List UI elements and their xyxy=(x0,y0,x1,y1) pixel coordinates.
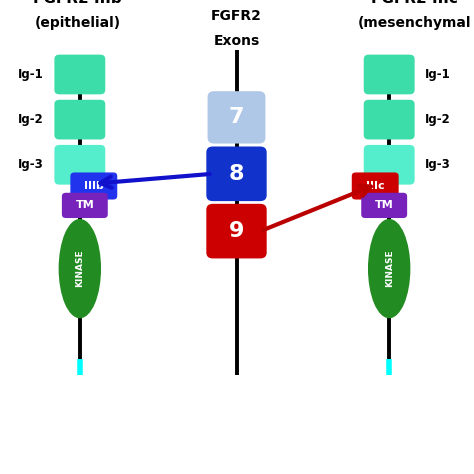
Ellipse shape xyxy=(59,219,101,318)
Text: 9: 9 xyxy=(229,221,244,241)
Text: KINASE: KINASE xyxy=(385,250,394,287)
FancyBboxPatch shape xyxy=(206,204,267,258)
Text: TM: TM xyxy=(75,201,94,210)
Text: FGFR2: FGFR2 xyxy=(211,9,262,23)
Ellipse shape xyxy=(368,219,410,318)
Text: Exons: Exons xyxy=(213,34,260,48)
Text: (epithelial): (epithelial) xyxy=(34,16,120,30)
FancyBboxPatch shape xyxy=(55,145,105,185)
Text: Ig-2: Ig-2 xyxy=(425,113,451,126)
Text: KINASE: KINASE xyxy=(75,250,84,287)
Text: Ig-3: Ig-3 xyxy=(18,158,44,171)
Text: Ig-3: Ig-3 xyxy=(425,158,451,171)
FancyBboxPatch shape xyxy=(352,173,399,200)
FancyBboxPatch shape xyxy=(364,100,415,139)
FancyBboxPatch shape xyxy=(62,193,108,218)
FancyBboxPatch shape xyxy=(364,55,415,94)
Text: Ig-1: Ig-1 xyxy=(425,68,451,81)
Text: FGFR2 IIIb: FGFR2 IIIb xyxy=(33,0,122,6)
FancyBboxPatch shape xyxy=(208,91,265,144)
FancyBboxPatch shape xyxy=(70,173,117,200)
Text: (mesenchymal: (mesenchymal xyxy=(357,16,471,30)
Text: IIIb: IIIb xyxy=(84,181,104,191)
FancyBboxPatch shape xyxy=(55,55,105,94)
Text: Ig-1: Ig-1 xyxy=(18,68,44,81)
Text: TM: TM xyxy=(375,201,393,210)
Text: Ig-2: Ig-2 xyxy=(18,113,44,126)
Text: 7: 7 xyxy=(229,108,244,128)
FancyBboxPatch shape xyxy=(206,146,267,201)
FancyBboxPatch shape xyxy=(361,193,407,218)
Text: IIIc: IIIc xyxy=(366,181,384,191)
FancyBboxPatch shape xyxy=(364,145,415,185)
Text: 8: 8 xyxy=(229,164,244,184)
FancyBboxPatch shape xyxy=(55,100,105,139)
Text: FGFR2 IIIc: FGFR2 IIIc xyxy=(371,0,457,6)
